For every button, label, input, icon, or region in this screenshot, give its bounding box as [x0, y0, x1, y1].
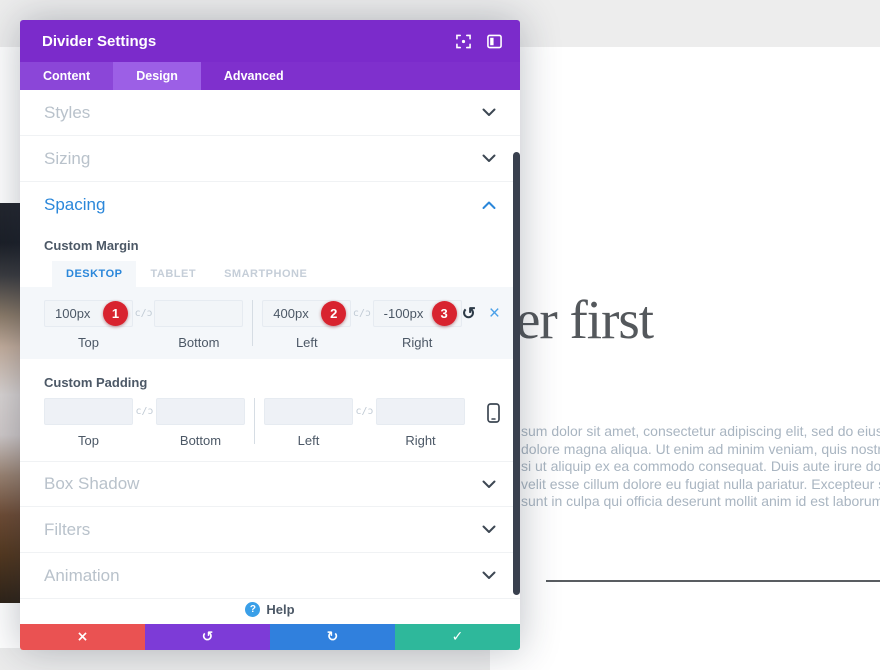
device-tab-tablet[interactable]: TABLET	[150, 268, 197, 280]
undo-button[interactable]: ↺	[145, 624, 270, 650]
custom-margin-label: Custom Margin	[44, 238, 139, 253]
page-section-strip	[0, 648, 490, 670]
padding-bottom-field: Bottom	[156, 398, 245, 448]
paragraph-line: si ut aliquip ex ea commodo consequat. D…	[521, 458, 880, 474]
section-filters-label: Filters	[44, 519, 91, 539]
device-tab-desktop[interactable]: DESKTOP	[52, 261, 137, 287]
section-spacing[interactable]: Spacing	[20, 182, 520, 228]
link-values-icon[interactable]: c/ɔ	[135, 406, 154, 417]
chevron-down-icon	[482, 525, 496, 534]
tab-design[interactable]: Design	[113, 62, 201, 90]
discard-button[interactable]: ×	[20, 624, 145, 650]
paragraph-line: sunt in culpa qui officia deserunt molli…	[521, 493, 880, 509]
link-values-icon[interactable]: c/ɔ	[352, 308, 371, 319]
section-box-shadow-label: Box Shadow	[44, 474, 140, 493]
section-animation-label: Animation	[44, 565, 120, 585]
padding-right-field: Right	[376, 398, 465, 448]
margin-top-label: Top	[78, 335, 99, 350]
section-sizing[interactable]: Sizing	[20, 136, 520, 182]
padding-top-input[interactable]	[44, 398, 133, 425]
fields-divider	[254, 398, 255, 444]
padding-bottom-label: Bottom	[179, 433, 222, 448]
help-link[interactable]: ? Help	[20, 602, 520, 617]
padding-left-label: Left	[297, 433, 320, 448]
section-styles[interactable]: Styles	[20, 90, 520, 136]
section-animation[interactable]: Animation	[20, 553, 520, 599]
custom-padding-label: Custom Padding	[44, 375, 148, 390]
section-spacing-label: Spacing	[44, 195, 106, 214]
modal-title: Divider Settings	[42, 32, 157, 50]
fields-divider	[252, 300, 254, 346]
dock-modal-icon[interactable]	[487, 34, 502, 49]
tab-content[interactable]: Content	[20, 62, 114, 90]
modal-scrollbar[interactable]	[513, 152, 520, 595]
redo-button[interactable]: ↻	[270, 624, 395, 650]
margin-right-field: 3 Right	[372, 300, 462, 350]
help-icon: ?	[245, 602, 261, 617]
page-paragraph: sum dolor sit amet, consectetur adipisci…	[521, 423, 880, 511]
link-values-icon[interactable]: c/ɔ	[355, 406, 374, 417]
margin-right-label: Right	[401, 335, 433, 350]
margin-bottom-field: Bottom	[154, 300, 244, 350]
responsive-phone-icon[interactable]	[487, 398, 500, 428]
padding-left-field: Left	[264, 398, 353, 448]
device-tab-smartphone[interactable]: SMARTPHONE	[224, 268, 308, 280]
link-values-icon[interactable]: c/ɔ	[134, 308, 153, 319]
tab-advanced[interactable]: Advanced	[223, 69, 284, 83]
chevron-down-icon	[482, 154, 496, 163]
paragraph-line: dolore magna aliqua. Ut enim ad minim ve…	[521, 440, 880, 457]
margin-bottom-input[interactable]	[154, 300, 244, 327]
modal-tabbar: Content Design Advanced	[20, 62, 520, 90]
padding-right-label: Right	[405, 433, 436, 448]
paragraph-line: velit esse cillum dolore eu fugiat nulla…	[521, 475, 880, 492]
margin-fields-band: 1 Top c/ɔ Bottom 2 Left c/ɔ	[20, 287, 520, 359]
section-filters[interactable]: Filters	[20, 507, 520, 553]
device-tabs: DESKTOP TABLET SMARTPHONE	[52, 261, 520, 287]
padding-right-input[interactable]	[376, 398, 465, 425]
annotation-badge-1: 1	[103, 301, 128, 326]
page-headline: er first	[516, 289, 654, 350]
annotation-badge-3: 3	[431, 301, 457, 326]
padding-top-field: Top	[44, 398, 133, 448]
reset-margin-icon[interactable]: ↺	[461, 304, 476, 323]
margin-left-label: Left	[295, 335, 318, 350]
margin-bottom-label: Bottom	[178, 335, 220, 350]
padding-bottom-input[interactable]	[156, 398, 245, 425]
chevron-down-icon	[482, 108, 496, 117]
page-divider-line	[546, 580, 880, 582]
annotation-badge-2: 2	[321, 301, 347, 326]
modal-header: Divider Settings	[20, 20, 520, 62]
background-photo	[0, 203, 21, 603]
help-label: Help	[266, 602, 295, 617]
padding-group: Custom Padding Top c/ɔ Bottom Left	[20, 375, 520, 448]
save-button[interactable]: ✓	[395, 624, 520, 650]
modal-footer: × ↺ ↻ ✓	[20, 624, 520, 650]
paragraph-line: sum dolor sit amet, consectetur adipisci…	[521, 423, 880, 439]
section-box-shadow[interactable]: Box Shadow	[20, 461, 520, 507]
section-styles-label: Styles	[44, 102, 91, 122]
expand-modal-icon[interactable]	[456, 34, 471, 49]
chevron-down-icon	[482, 571, 496, 580]
margin-top-field: 1 Top	[44, 300, 133, 350]
padding-left-input[interactable]	[264, 398, 353, 425]
margin-left-field: 2 Left	[262, 300, 352, 350]
section-sizing-label: Sizing	[44, 148, 91, 168]
divider-settings-modal: Divider Settings Content Design Advanced…	[20, 20, 520, 650]
chevron-down-icon	[482, 480, 496, 489]
remove-responsive-icon[interactable]: ×	[488, 303, 500, 324]
padding-top-label: Top	[78, 433, 99, 448]
spacing-panel: Custom Margin DESKTOP TABLET SMARTPHONE …	[20, 238, 520, 448]
chevron-up-icon	[482, 201, 496, 210]
